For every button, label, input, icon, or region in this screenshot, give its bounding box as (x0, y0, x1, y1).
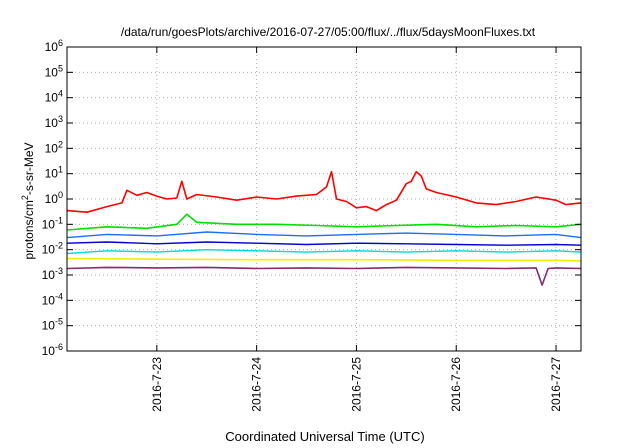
y-tick-label: 104 (45, 89, 63, 105)
series-line-0 (66, 170, 582, 213)
x-tick-label: 2016-7-23 (150, 357, 164, 412)
y-tick-exp: -1 (55, 215, 63, 225)
y-tick-base: 10 (45, 141, 59, 155)
y-axis-label: protons/cm2-s-sr-MeV (20, 142, 36, 259)
y-tick-exp: 6 (58, 38, 63, 48)
y-tick-exp: 5 (58, 63, 63, 73)
y-tick-base: 10 (45, 40, 59, 54)
y-tick-label: 10-6 (42, 342, 63, 358)
y-tick-exp: 0 (58, 190, 63, 200)
grid (67, 47, 581, 351)
y-tick-base: 10 (42, 319, 56, 333)
y-tick-exp: 3 (58, 114, 63, 124)
y-tick-exp: 4 (58, 89, 63, 99)
x-tick-label: 2016-7-27 (549, 357, 563, 412)
y-tick-exp: -5 (55, 317, 63, 327)
y-tick-label: 103 (45, 114, 63, 130)
y-axis-label-main: protons/cm (22, 200, 36, 259)
y-tick-base: 10 (42, 243, 56, 257)
series-line-2 (66, 248, 582, 255)
y-tick-label: 10-4 (42, 291, 63, 307)
series-line-6 (66, 266, 582, 286)
series-lines (66, 170, 582, 286)
x-tick-label: 2016-7-25 (349, 357, 363, 412)
y-tick-base: 10 (42, 268, 56, 282)
y-tick-exp: -4 (55, 291, 63, 301)
y-axis-label-exp: 2 (20, 195, 30, 200)
y-tick-label: 10-2 (42, 241, 63, 257)
series-line-3 (66, 231, 582, 239)
y-tick-exp: -6 (55, 342, 63, 352)
y-tick-base: 10 (42, 293, 56, 307)
x-tick-label: 2016-7-24 (250, 357, 264, 412)
y-tick-base: 10 (45, 192, 59, 206)
x-axis-label: Coordinated Universal Time (UTC) (225, 429, 424, 444)
chart-title: /data/run/goesPlots/archive/2016-07-27/0… (121, 25, 536, 39)
y-tick-base: 10 (45, 167, 59, 181)
series-line-1 (66, 213, 582, 231)
y-tick-label: 106 (45, 38, 63, 54)
y-tick-base: 10 (45, 91, 59, 105)
y-tick-base: 10 (42, 344, 56, 358)
y-tick-label: 10-5 (42, 317, 63, 333)
y-tick-base: 10 (45, 65, 59, 79)
y-tick-exp: 1 (58, 165, 63, 175)
y-tick-label: 10-3 (42, 266, 63, 282)
y-tick-exp: 2 (58, 139, 63, 149)
y-tick-label: 100 (45, 190, 63, 206)
y-tick-base: 10 (45, 116, 59, 130)
axis-ticks: 10-610-510-410-310-210-11001011021031041… (42, 38, 581, 412)
series-line-5 (66, 257, 582, 262)
y-tick-label: 101 (45, 165, 63, 181)
y-tick-exp: -3 (55, 266, 63, 276)
y-tick-base: 10 (42, 217, 56, 231)
y-tick-label: 102 (45, 139, 63, 155)
series-line-4 (66, 241, 582, 246)
y-tick-label: 10-1 (42, 215, 63, 231)
y-axis-label-rest: -s-sr-MeV (22, 142, 36, 195)
y-tick-label: 105 (45, 63, 63, 79)
x-tick-label: 2016-7-26 (449, 357, 463, 412)
y-tick-exp: -2 (55, 241, 63, 251)
